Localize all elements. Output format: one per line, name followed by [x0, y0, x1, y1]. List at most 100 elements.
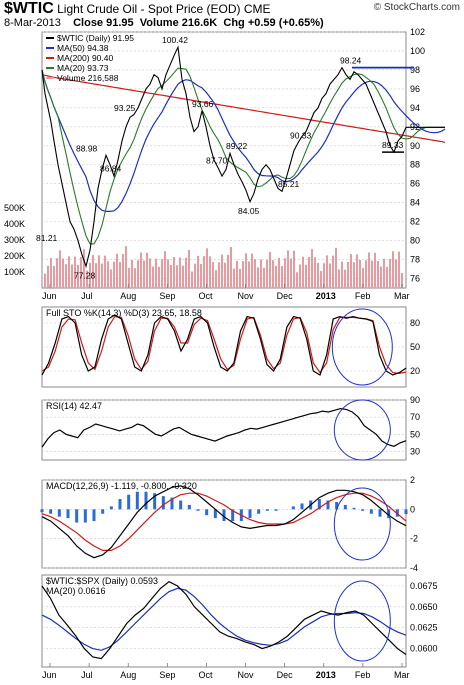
volume-bar [98, 255, 100, 288]
volume-bar [272, 260, 274, 288]
rsi-tick-label: 70 [410, 412, 420, 422]
volume-bar [353, 262, 355, 288]
price-annotation: 89.33 [382, 140, 404, 150]
chg-label: Chg [223, 17, 245, 29]
volume-bar [305, 264, 307, 288]
month-label: Nov [238, 670, 255, 680]
macd-hist-bar [369, 509, 373, 514]
volume-bar [128, 267, 130, 288]
volume-bar [155, 258, 157, 288]
volume-label: Volume [139, 17, 179, 29]
month-label: Dec [277, 670, 294, 680]
volume-bar [182, 265, 184, 288]
volume-bar [224, 262, 226, 288]
volume-bar [110, 269, 112, 288]
volume-tick-label: 300K [4, 235, 25, 245]
macd-hist-bar [343, 504, 347, 510]
quote-summary: 8-Mar-2013 Close 91.95 Volume 216.6K Chg… [4, 17, 324, 29]
volume-bar [200, 264, 202, 288]
macd-tick-label: -4 [410, 563, 418, 573]
macd-hist-bar [257, 509, 261, 514]
volume-bar [56, 258, 58, 288]
volume-bar [167, 259, 169, 288]
volume-bar [299, 264, 301, 288]
volume-bar [401, 273, 403, 288]
price-tick-label: 78 [410, 255, 420, 265]
ratio-ma-legend: MA(20) 0.0616 [46, 586, 106, 596]
volume-bar [218, 262, 220, 288]
macd-hist-bar [274, 509, 278, 511]
volume-bar [380, 266, 382, 288]
ratio-legend: $WTIC:$SPX (Daily) 0.0593 [46, 576, 158, 586]
volume-bar [197, 255, 199, 288]
volume-bar [323, 263, 325, 288]
month-label: Oct [198, 670, 213, 680]
price-tick-label: 80 [410, 236, 420, 246]
price-annotation: 84.05 [238, 206, 260, 216]
price-tick-label: 90 [410, 141, 420, 151]
macd-hist-bar [248, 509, 252, 519]
volume-bar [203, 256, 205, 288]
volume-bar [104, 255, 106, 288]
volume-bar [140, 252, 142, 288]
ratio-line [41, 580, 407, 660]
volume-bar [92, 255, 94, 288]
month-label: Oct [198, 291, 213, 301]
volume-bar [230, 247, 232, 288]
volume-bar [173, 257, 175, 288]
macd-legend: MACD(12,26,9) -1.119, -0.800, -0.320 [46, 481, 197, 491]
volume-bar [239, 268, 241, 288]
price-annotation: 93.66 [192, 99, 214, 109]
volume-bar [119, 261, 121, 288]
month-label: 2013 [316, 291, 336, 301]
macd-hist-bar [144, 491, 148, 510]
volume-bar [185, 257, 187, 288]
volume-bar [188, 249, 190, 288]
volume-bar [59, 250, 61, 288]
volume-bar [191, 271, 193, 288]
sto-tick-label: 80 [410, 318, 420, 328]
price-annotation: 77.28 [74, 270, 96, 280]
price-annotation: 85.21 [278, 179, 300, 189]
volume-bar [398, 251, 400, 288]
macd-hist-bar [352, 507, 356, 510]
month-label: Aug [120, 670, 136, 680]
macd-hist-bar [40, 509, 44, 513]
sto-k-line [41, 314, 407, 376]
macd-hist-bar [109, 506, 113, 510]
price-annotation: 93.25 [114, 103, 136, 113]
price-annotation: 90.33 [290, 131, 312, 141]
rsi-tick-label: 50 [410, 429, 420, 439]
volume-bar [170, 264, 172, 288]
price-annotation: 88.98 [76, 143, 98, 153]
volume-bar [116, 253, 118, 288]
volume-bar [374, 252, 376, 288]
macd-hist-bar [361, 509, 365, 511]
macd-hist-bar [326, 500, 330, 510]
month-label: Mar [394, 670, 410, 680]
price-tick-label: 82 [410, 217, 420, 227]
volume-bar [176, 265, 178, 288]
volume-bar [113, 261, 115, 288]
volume-bar [362, 268, 364, 288]
volume-bar [206, 248, 208, 288]
volume-bar [125, 246, 127, 288]
rsi-tick-label: 30 [410, 446, 420, 456]
volume-bar [368, 252, 370, 288]
macd-hist-bar [101, 509, 105, 514]
month-label: Jul [81, 291, 93, 301]
price-annotation: 87.70 [206, 156, 228, 166]
ratio-panel [41, 574, 407, 668]
volume-bar [278, 257, 280, 288]
volume-bar [302, 256, 304, 288]
volume-bar [65, 264, 67, 288]
volume-bar [47, 265, 49, 288]
volume-bar [275, 265, 277, 288]
ma200-line [41, 74, 446, 143]
volume-bar [386, 266, 388, 288]
volume-bar [290, 258, 292, 288]
volume-bar [122, 254, 124, 288]
price-tick-label: 98 [410, 65, 420, 75]
volume-bar [50, 257, 52, 288]
price-line [41, 45, 445, 269]
